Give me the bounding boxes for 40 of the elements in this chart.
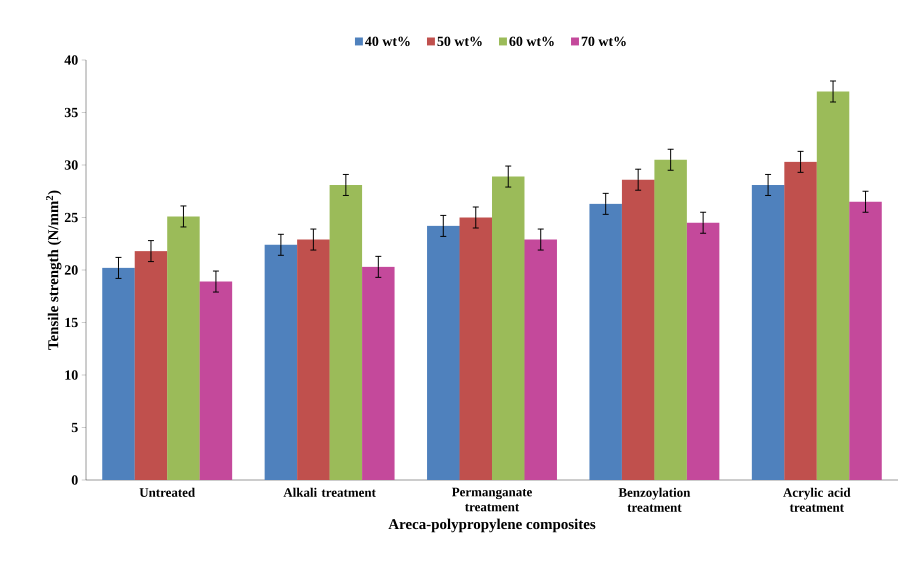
bar xyxy=(427,226,460,480)
bar xyxy=(654,160,687,480)
y-tick-label: 30 xyxy=(64,160,78,170)
legend-label: 70 wt% xyxy=(582,36,626,46)
bar xyxy=(849,202,882,480)
y-tick-label: 15 xyxy=(65,318,78,328)
legend-label: 50 wt% xyxy=(437,36,482,46)
bar xyxy=(622,180,654,480)
y-tick-label: 10 xyxy=(65,370,78,380)
bar xyxy=(330,184,362,480)
bar xyxy=(362,266,395,480)
y-tick-label: 20 xyxy=(64,265,78,275)
y-tick-label: 40 xyxy=(64,55,78,65)
bar xyxy=(264,244,298,480)
bar xyxy=(784,162,817,480)
bar xyxy=(460,218,492,480)
bar xyxy=(134,251,168,480)
y-axis-title: Tensile strength (N/mm$^{2}$) xyxy=(46,190,62,350)
x-tick-label: Benzoylation treatment xyxy=(618,488,690,512)
bar xyxy=(524,240,557,480)
y-tick-label: 5 xyxy=(72,422,78,432)
bar xyxy=(752,184,784,480)
x-tick-label: Alkali treatment xyxy=(283,488,376,497)
bar xyxy=(589,204,622,480)
x-axis-title: Areca-polypropylene composites xyxy=(388,518,596,532)
bar xyxy=(167,216,200,480)
bar xyxy=(816,92,850,480)
bar xyxy=(686,222,720,480)
bar xyxy=(102,268,135,480)
x-tick-label: Permanganate treatment xyxy=(452,488,532,512)
y-tick-label: 0 xyxy=(72,475,78,485)
bar xyxy=(492,176,524,480)
bar xyxy=(200,282,232,480)
x-tick-label: Untreated xyxy=(140,488,195,497)
legend-label: 60 wt% xyxy=(509,36,554,46)
legend-label: 40 wt% xyxy=(365,36,410,46)
x-tick-label: Acrylic acid treatment xyxy=(783,488,850,512)
y-tick-label: 25 xyxy=(64,212,78,222)
bar xyxy=(297,240,330,480)
y-tick-label: 35 xyxy=(64,108,78,118)
